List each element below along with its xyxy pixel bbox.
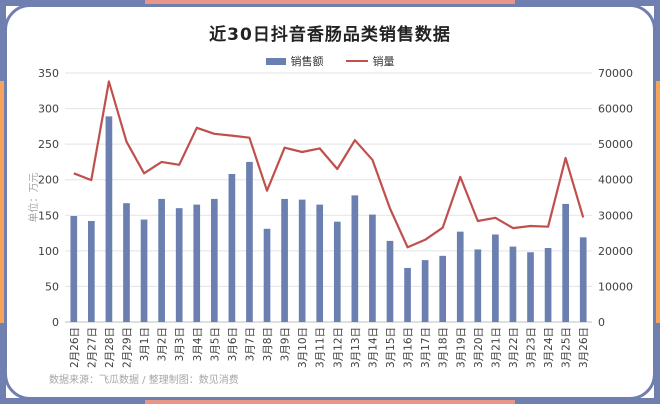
bar (210, 198, 218, 322)
bar (123, 203, 130, 322)
x-tick-label: 3月25日 (561, 327, 573, 368)
bar (544, 248, 552, 322)
source-note: 数据来源：飞瓜数据 / 整理制图：数见消费 (49, 375, 239, 386)
x-tick-label: 3月21日 (490, 327, 502, 368)
y-tick-right: 70000 (598, 67, 633, 80)
x-tick-label: 3月4日 (192, 327, 204, 361)
x-tick-label: 3月12日 (332, 327, 344, 368)
x-tick-label: 3月16日 (403, 327, 415, 368)
x-tick-label: 3月23日 (526, 327, 538, 368)
bar (386, 240, 394, 322)
x-tick-label: 3月19日 (455, 327, 467, 368)
x-tick-label: 3月24日 (543, 327, 555, 368)
x-tick-label: 3月22日 (508, 327, 520, 368)
y-tick-right: 60000 (598, 103, 633, 116)
y-tick-right: 20000 (598, 245, 633, 258)
chart-legend: 销售额 销量 (0, 53, 660, 69)
bar (369, 214, 376, 322)
bar (562, 203, 569, 322)
chart-card (4, 4, 656, 400)
y-axis-label: 单位：万元 (27, 173, 40, 223)
bar (527, 252, 534, 322)
frame-top-stripe (0, 0, 660, 6)
bar (316, 204, 324, 322)
frame-bottom-stripe (0, 398, 660, 404)
y-tick-left: 300 (38, 103, 59, 116)
bar (333, 221, 341, 322)
bar (474, 249, 482, 322)
bar (509, 246, 517, 322)
x-tick-label: 3月26日 (578, 327, 590, 368)
x-tick-label: 2月29日 (121, 327, 133, 368)
x-tick-label: 3月1日 (139, 327, 151, 361)
x-tick-label: 3月7日 (244, 327, 256, 361)
y-tick-left: 350 (38, 67, 59, 80)
y-tick-left: 200 (38, 174, 59, 187)
bar (70, 215, 78, 322)
y-tick-right: 30000 (598, 209, 633, 222)
x-tick-label: 3月10日 (297, 327, 309, 368)
y-tick-left: 250 (38, 138, 59, 151)
y-tick-left: 0 (52, 316, 59, 329)
bar (421, 260, 429, 322)
bar (246, 161, 253, 322)
x-tick-label: 3月15日 (385, 327, 397, 368)
y-tick-left: 150 (38, 209, 59, 222)
bar (281, 198, 288, 322)
legend-item-volume: 销量 (345, 53, 395, 69)
chart-title: 近30日抖音香肠品类销售数据 (209, 25, 451, 45)
bar (140, 219, 148, 322)
bar (492, 234, 499, 322)
x-tick-label: 2月26日 (69, 327, 81, 368)
bar (88, 220, 95, 322)
x-tick-label: 3月2日 (157, 327, 169, 361)
bar (263, 228, 271, 322)
frame-right-stripe (654, 0, 660, 404)
bar (228, 174, 236, 322)
bar (404, 267, 411, 322)
bar (158, 198, 165, 322)
y-tick-right: 50000 (598, 138, 633, 151)
y-tick-left: 100 (38, 245, 59, 258)
legend-label-volume: 销量 (372, 55, 395, 68)
x-tick-label: 2月28日 (104, 327, 116, 368)
x-tick-label: 3月13日 (350, 327, 362, 368)
y-tick-left: 50 (45, 280, 59, 293)
x-tick-label: 3月20日 (473, 327, 485, 368)
legend-item-sales: 销售额 (265, 53, 324, 69)
x-tick-label: 2月27日 (86, 327, 98, 368)
x-tick-label: 3月3日 (174, 327, 186, 361)
legend-swatch-line (345, 60, 368, 62)
y-tick-right: 10000 (598, 280, 633, 293)
bar (351, 195, 359, 322)
series-line-volume (73, 80, 585, 249)
y-tick-right: 0 (598, 316, 605, 329)
bar (298, 199, 306, 322)
bar (175, 208, 183, 322)
bar (439, 255, 447, 322)
x-tick-label: 3月5日 (209, 327, 221, 361)
y-tick-right: 40000 (598, 174, 633, 187)
bar (105, 116, 113, 322)
x-tick-label: 3月17日 (420, 327, 432, 368)
bar (193, 204, 201, 322)
x-tick-label: 3月11日 (315, 327, 327, 368)
x-tick-label: 3月8日 (262, 327, 274, 361)
frame-left-stripe (0, 0, 6, 404)
x-tick-label: 3月9日 (280, 327, 292, 361)
bar (456, 231, 464, 322)
legend-swatch-bar (265, 57, 286, 65)
x-tick-label: 3月14日 (367, 327, 379, 368)
legend-label-sales: 销售额 (290, 55, 324, 68)
x-tick-label: 3月6日 (227, 327, 239, 361)
bar (579, 237, 587, 322)
x-tick-label: 3月18日 (438, 327, 450, 368)
